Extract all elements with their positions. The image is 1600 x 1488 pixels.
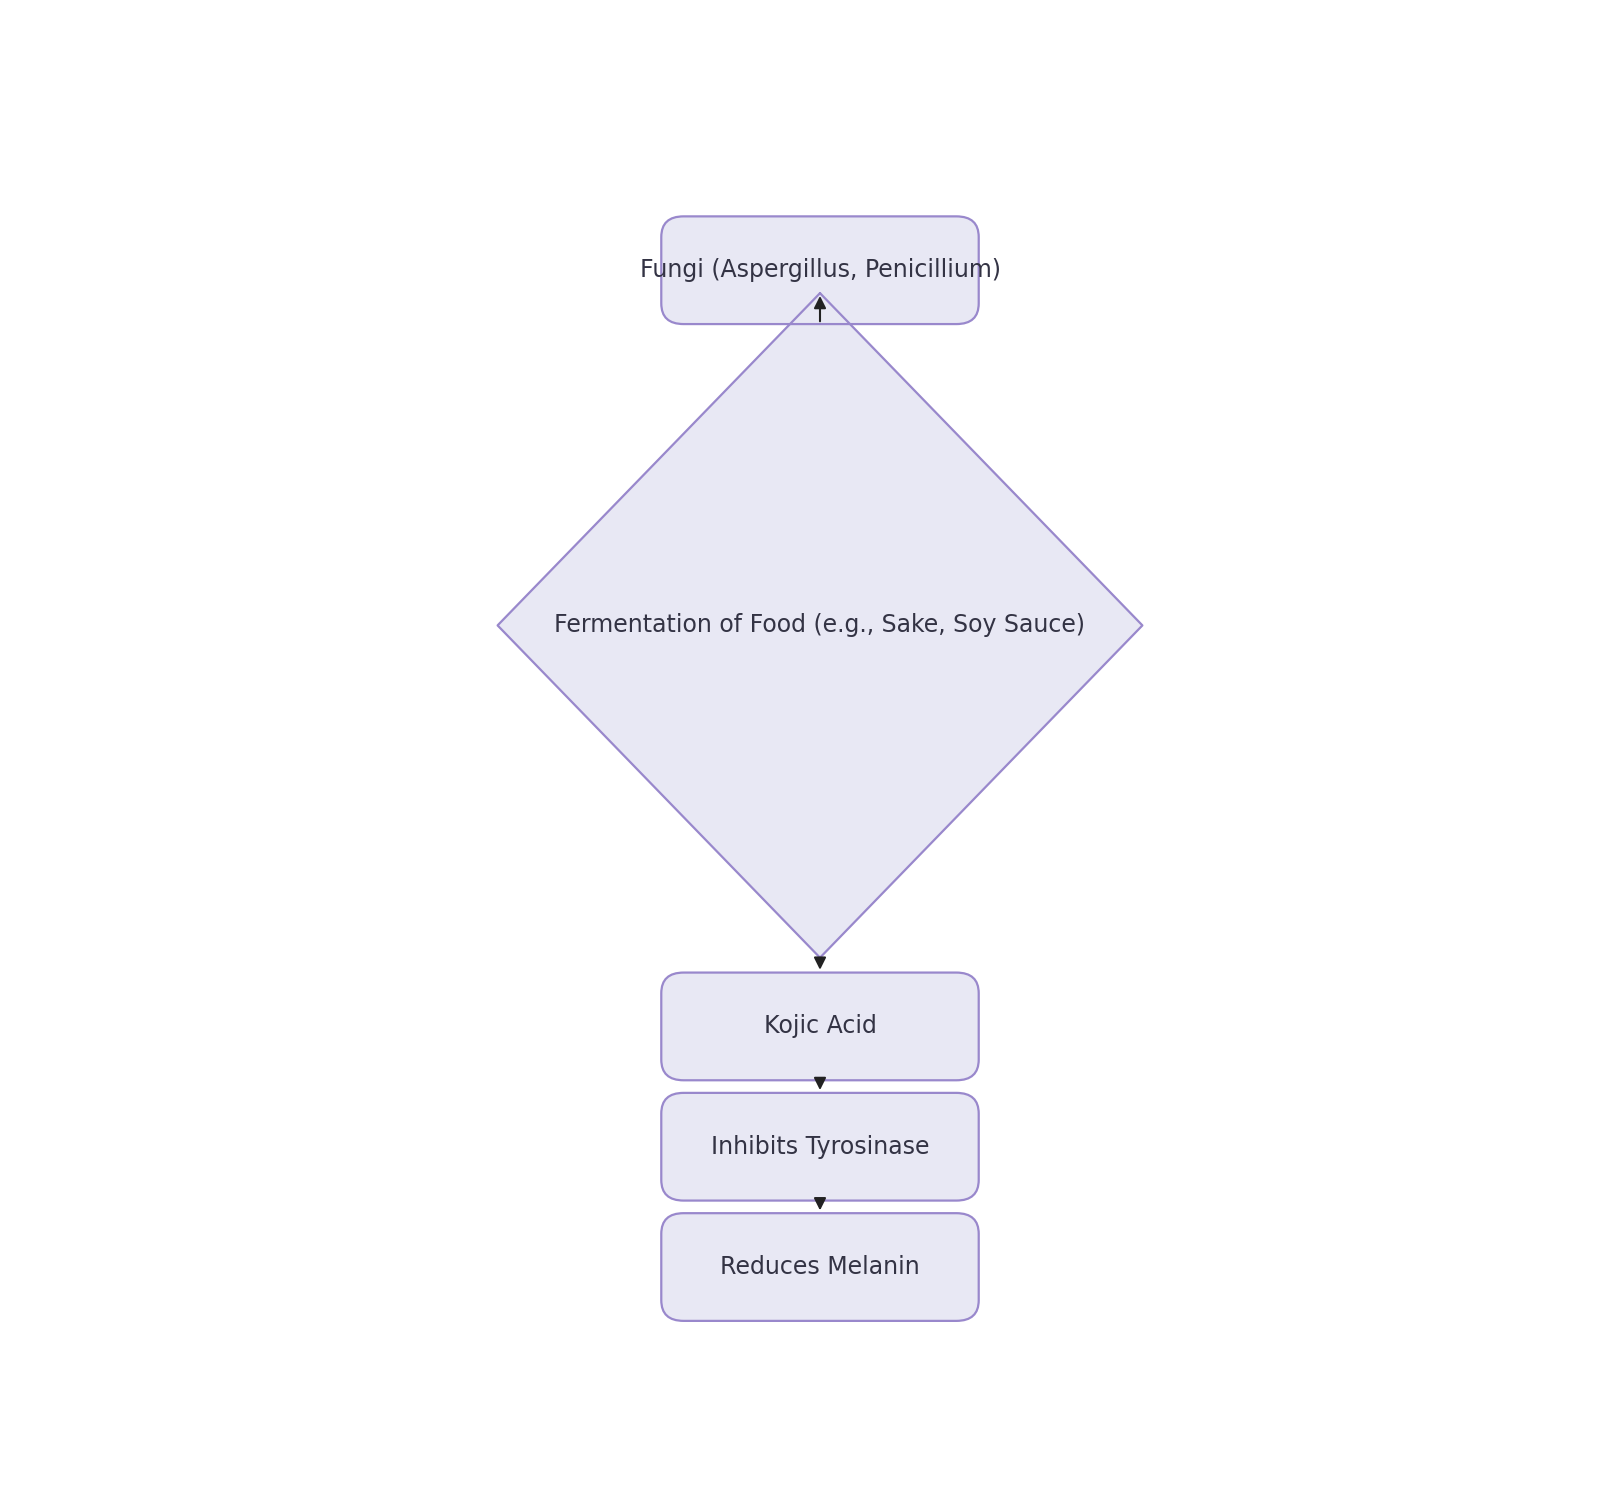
Text: Fermentation of Food (e.g., Sake, Soy Sauce): Fermentation of Food (e.g., Sake, Soy Sa… xyxy=(555,613,1085,637)
Text: Fungi (Aspergillus, Penicillium): Fungi (Aspergillus, Penicillium) xyxy=(640,259,1000,283)
Text: Reduces Melanin: Reduces Melanin xyxy=(720,1254,920,1280)
FancyBboxPatch shape xyxy=(661,973,979,1080)
Text: Inhibits Tyrosinase: Inhibits Tyrosinase xyxy=(710,1135,930,1159)
FancyBboxPatch shape xyxy=(661,1092,979,1201)
Polygon shape xyxy=(498,293,1142,958)
FancyBboxPatch shape xyxy=(661,216,979,324)
FancyBboxPatch shape xyxy=(661,1213,979,1321)
Text: Kojic Acid: Kojic Acid xyxy=(763,1015,877,1039)
